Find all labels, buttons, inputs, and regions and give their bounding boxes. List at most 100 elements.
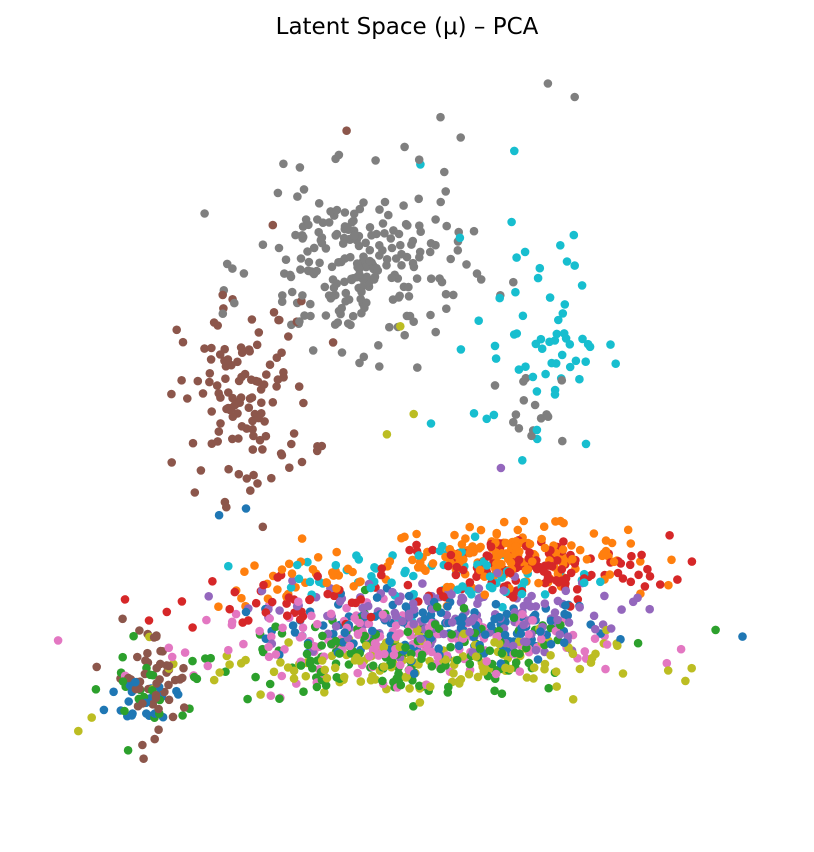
data-point-series-9 (387, 578, 396, 587)
data-point-series-9 (495, 293, 505, 303)
data-point-series-1 (332, 584, 341, 593)
data-point-series-7 (304, 257, 314, 267)
data-point-series-3 (539, 567, 548, 576)
data-point-series-2 (403, 627, 413, 637)
data-point-series-4 (394, 596, 403, 606)
data-point-series-5 (237, 422, 247, 431)
data-point-series-7 (511, 410, 521, 419)
data-point-series-2 (633, 638, 643, 648)
data-point-series-1 (313, 553, 323, 562)
data-point-series-9 (485, 582, 495, 591)
data-point-series-5 (244, 403, 254, 413)
data-point-series-4 (398, 616, 407, 626)
data-point-series-8 (356, 677, 366, 686)
data-point-series-7 (462, 260, 471, 269)
data-point-series-2 (415, 681, 424, 691)
data-point-series-0 (454, 641, 464, 651)
data-point-series-1 (558, 545, 568, 554)
data-point-series-5 (205, 377, 214, 387)
data-point-series-9 (438, 541, 447, 551)
data-point-series-6 (53, 636, 63, 645)
data-point-series-3 (625, 560, 635, 570)
data-point-series-3 (532, 564, 542, 574)
data-point-series-5 (234, 376, 244, 386)
data-point-series-6 (601, 664, 610, 674)
data-point-series-9 (469, 409, 479, 418)
data-point-series-6 (433, 652, 443, 661)
data-point-series-8 (663, 666, 673, 675)
data-point-series-1 (465, 522, 475, 532)
data-point-series-7 (370, 272, 380, 282)
data-point-series-2 (510, 648, 520, 658)
data-point-series-1 (343, 564, 353, 574)
data-point-series-4 (467, 616, 476, 626)
data-point-series-3 (446, 550, 456, 560)
data-point-series-1 (240, 567, 249, 576)
data-point-series-0 (536, 627, 545, 636)
data-point-series-7 (328, 291, 338, 301)
data-point-series-0 (420, 614, 430, 624)
data-point-series-6 (224, 645, 233, 655)
data-point-series-1 (537, 534, 546, 544)
data-point-series-5 (236, 343, 246, 352)
data-point-series-7 (298, 234, 307, 243)
data-point-series-4 (358, 603, 368, 613)
data-point-series-5 (213, 321, 222, 330)
data-point-series-4 (409, 619, 419, 629)
data-point-series-8 (339, 672, 349, 682)
data-point-series-6 (307, 611, 316, 621)
data-point-series-9 (458, 582, 467, 591)
data-point-series-2 (497, 689, 507, 698)
data-point-series-3 (613, 568, 623, 578)
data-point-series-5 (248, 445, 258, 454)
data-point-series-5 (247, 315, 257, 324)
data-point-series-2 (392, 674, 402, 683)
data-point-series-9 (305, 577, 315, 587)
data-point-series-3 (514, 555, 524, 565)
data-point-series-6 (255, 626, 264, 636)
data-point-series-9 (562, 257, 572, 266)
data-point-series-7 (404, 282, 413, 292)
data-point-series-0 (241, 504, 251, 513)
data-point-series-2 (258, 647, 268, 657)
data-point-series-7 (239, 269, 249, 278)
data-point-series-9 (510, 146, 519, 156)
data-point-series-2 (417, 650, 427, 660)
data-point-series-1 (506, 558, 516, 567)
data-point-series-0 (616, 635, 625, 644)
data-point-series-5 (272, 382, 281, 391)
data-point-series-2 (251, 672, 260, 682)
data-point-series-7 (426, 239, 436, 248)
data-point-series-1 (474, 544, 484, 553)
data-point-series-0 (561, 601, 570, 610)
data-point-series-0 (124, 697, 133, 706)
data-point-series-3 (296, 615, 305, 624)
data-point-series-7 (441, 289, 451, 299)
data-point-series-7 (357, 287, 366, 297)
data-point-series-7 (365, 245, 375, 255)
data-point-series-3 (225, 604, 234, 614)
data-point-series-5 (193, 376, 203, 386)
data-point-series-7 (200, 209, 209, 218)
data-point-series-8 (415, 698, 425, 707)
data-point-series-3 (412, 540, 421, 550)
data-point-series-9 (414, 551, 424, 560)
data-point-series-3 (366, 612, 376, 622)
data-point-series-9 (485, 572, 495, 581)
data-point-series-7 (327, 262, 337, 272)
data-point-series-8 (225, 660, 234, 669)
data-point-series-7 (354, 241, 364, 251)
data-point-series-5 (206, 355, 216, 364)
data-point-series-4 (523, 596, 532, 606)
data-point-series-9 (520, 247, 530, 257)
data-point-series-5 (240, 369, 250, 379)
data-point-series-5 (216, 419, 225, 428)
data-point-series-0 (738, 632, 747, 641)
data-point-series-7 (296, 254, 306, 263)
data-point-series-5 (216, 393, 225, 402)
data-point-series-6 (515, 667, 525, 676)
data-point-series-7 (472, 269, 482, 278)
data-point-series-7 (321, 244, 331, 253)
data-point-series-5 (245, 347, 254, 356)
data-point-series-8 (449, 669, 458, 678)
